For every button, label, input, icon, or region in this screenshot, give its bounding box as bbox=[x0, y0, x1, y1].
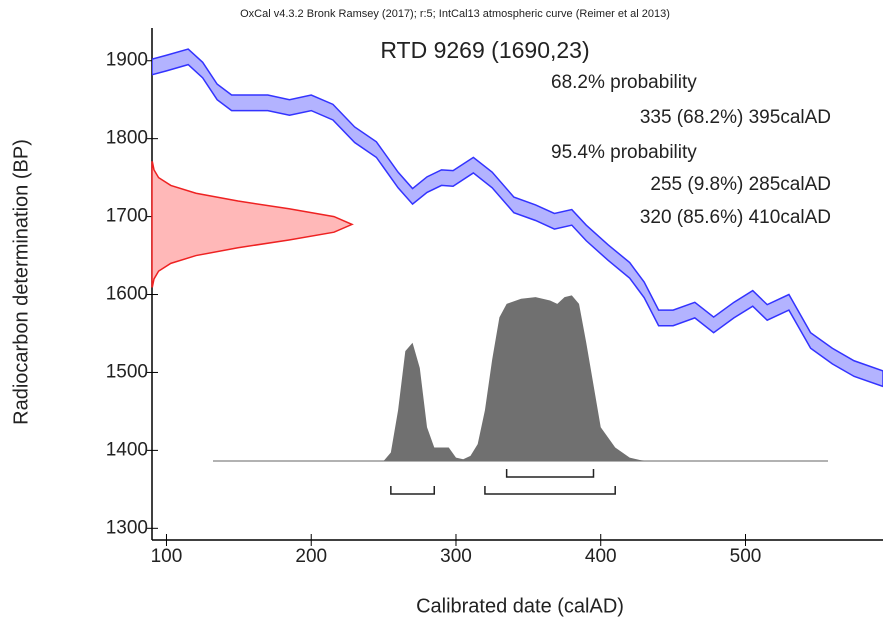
range-interval: 255 (9.8%) 285calAD bbox=[650, 174, 831, 195]
range-interval: 335 (68.2%) 395calAD bbox=[640, 107, 831, 128]
range-bracket bbox=[484, 486, 616, 495]
range-bracket bbox=[390, 486, 436, 495]
x-tick-label: 300 bbox=[440, 546, 472, 567]
y-tick-label: 1600 bbox=[106, 284, 148, 305]
x-axis-label: Calibrated date (calAD) bbox=[416, 595, 624, 617]
y-tick-label: 1700 bbox=[106, 206, 148, 227]
chart-title: RTD 9269 (1690,23) bbox=[380, 37, 589, 63]
y-tick-label: 1800 bbox=[106, 128, 148, 149]
x-tick-label: 100 bbox=[151, 546, 183, 567]
range-label: 68.2% probability bbox=[551, 72, 697, 93]
y-tick-label: 1300 bbox=[106, 517, 148, 538]
y-axis-label: Radiocarbon determination (BP) bbox=[10, 139, 32, 425]
range-bracket bbox=[505, 469, 595, 478]
calibration-band bbox=[152, 48, 883, 388]
y-tick-label: 1900 bbox=[106, 50, 148, 71]
range-label: 95.4% probability bbox=[551, 142, 697, 163]
chart-header: OxCal v4.3.2 Bronk Ramsey (2017); r:5; I… bbox=[240, 8, 670, 20]
range-interval: 320 (85.6%) 410calAD bbox=[640, 207, 831, 228]
x-tick-label: 200 bbox=[295, 546, 327, 567]
posterior bbox=[383, 295, 645, 461]
y-tick-label: 1400 bbox=[106, 439, 148, 460]
x-tick-label: 400 bbox=[585, 546, 617, 567]
y-tick-label: 1500 bbox=[106, 361, 148, 382]
x-tick-label: 500 bbox=[730, 546, 762, 567]
date-distribution bbox=[151, 161, 354, 288]
